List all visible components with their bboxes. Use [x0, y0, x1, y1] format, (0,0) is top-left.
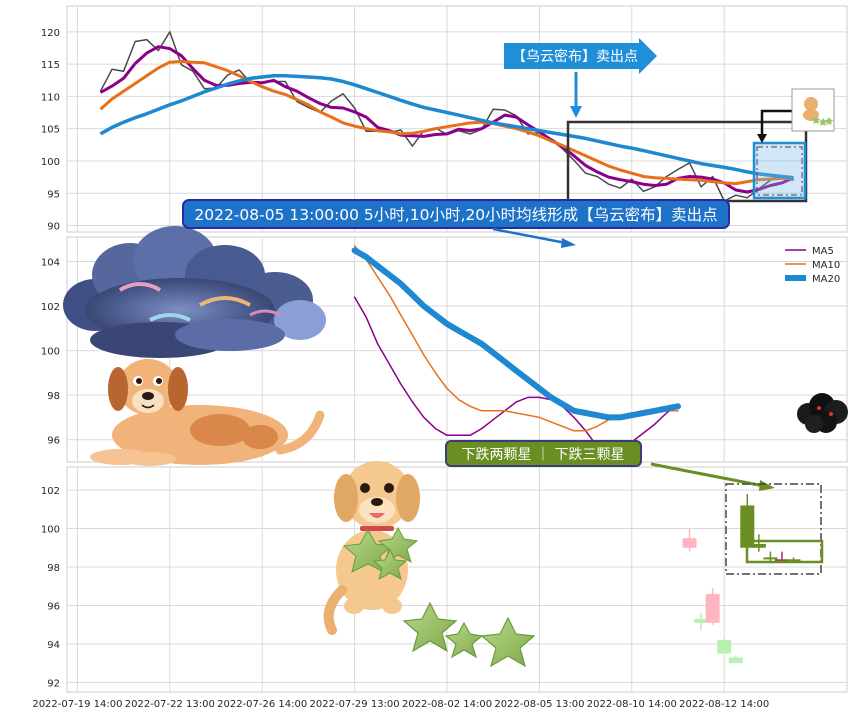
y-tick-label: 100: [41, 347, 60, 358]
callout-arrow-down-head: [570, 106, 582, 118]
y-tick-label: 92: [47, 678, 60, 689]
callout-label: 【乌云密布】卖出点: [512, 48, 638, 65]
y-tick-label: 98: [47, 563, 60, 574]
dog-thumbnail: [791, 88, 835, 132]
bottom-arrow-head: [759, 480, 775, 491]
y-tick-label: 90: [47, 222, 60, 233]
y-tick-label: 102: [41, 302, 60, 313]
x-tick-label: 2022-08-10 14:00: [587, 699, 677, 710]
green-rect-bottom: [745, 539, 824, 564]
callout-arrow-shape: [504, 38, 657, 74]
x-tick-labels: 2022-07-19 14:00 2022-07-22 13:00 2022-07-…: [32, 699, 769, 710]
candle-body: [751, 543, 766, 548]
dark-cloud-marker: [797, 393, 848, 433]
y-tick-label: 105: [41, 125, 60, 136]
banner-arrow-head: [561, 238, 576, 248]
panel-frame: [66, 5, 848, 233]
x-tick-label: 2022-08-05 13:00: [494, 699, 584, 710]
candle-body: [763, 557, 778, 560]
storm-cloud-illustration: [63, 226, 326, 358]
bottom-label-text: 下跌两颗星 ｜ 下跌三颗星: [462, 447, 625, 463]
banner-box: [182, 199, 730, 229]
bottom-panel-candles: [682, 493, 801, 664]
x-tick-label: 2022-07-22 13:00: [125, 699, 215, 710]
candle-body: [717, 640, 732, 654]
banner-arrow: [492, 227, 567, 245]
legend: MA5 MA10 MA20: [785, 246, 840, 285]
y-tick-label: 100: [41, 525, 60, 536]
y-tick-label: 100: [41, 157, 60, 168]
y-tick-label: 96: [47, 436, 60, 447]
candle-body: [728, 657, 743, 664]
y-tick-label: 94: [47, 640, 60, 651]
legend-label-ma5: MA5: [812, 246, 834, 257]
y-tick-label: 104: [41, 258, 60, 269]
inner-dashed-rect-top: [756, 146, 803, 196]
top-panel-series: [99, 31, 795, 202]
bottom-label-box: [445, 440, 642, 467]
series-line-ma10: [99, 60, 794, 186]
y-tick-label: 98: [47, 391, 60, 402]
x-tick-label: 2022-07-29 13:00: [310, 699, 400, 710]
lying-dog-illustration: [90, 359, 325, 466]
thumbnail-connector: [760, 109, 792, 136]
candle-body: [740, 505, 755, 548]
bottom-arrow: [650, 462, 765, 488]
dog-holding-stars-illustration: [323, 461, 420, 635]
candle-body: [705, 593, 720, 623]
banner-text: 2022-08-05 13:00:00 5小时,10小时,20小时均线形成【乌云…: [194, 206, 717, 224]
x-tick-label: 2022-08-12 14:00: [679, 699, 769, 710]
y-tick-label: 110: [41, 92, 60, 103]
x-tick-label: 2022-07-19 14:00: [32, 699, 122, 710]
y-tick-labels: 90 95 100 105 110 115 120 96 98 100 102 104 92 94 96 98…: [41, 28, 60, 690]
y-tick-label: 115: [41, 60, 60, 71]
series-line-ma20: [99, 73, 794, 180]
candle-body: [774, 559, 789, 562]
candle-body: [694, 618, 709, 623]
y-tick-label: 102: [41, 486, 60, 497]
highlight-rect-top: [752, 141, 807, 200]
series-line-ma20: [351, 247, 681, 421]
thumbnail-connector-head: [757, 134, 767, 143]
candle-body: [682, 538, 697, 548]
y-tick-label: 95: [47, 189, 60, 200]
x-tick-label: 2022-07-26 14:00: [217, 699, 307, 710]
candle-body: [786, 559, 801, 562]
y-tick-label: 96: [47, 601, 60, 612]
green-star-shapes: [402, 601, 536, 668]
y-tick-label: 120: [41, 28, 60, 39]
x-tick-label: 2022-08-02 14:00: [402, 699, 492, 710]
dashed-rect-bottom: [725, 483, 822, 575]
legend-label-ma10: MA10: [812, 260, 840, 271]
legend-label-ma20: MA20: [812, 274, 840, 285]
